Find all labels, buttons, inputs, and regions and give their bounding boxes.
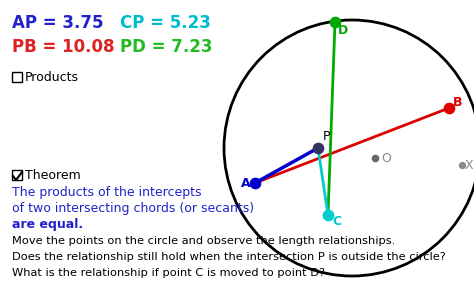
Text: What is the relationship if point C is moved to point D?: What is the relationship if point C is m… <box>12 268 325 278</box>
Text: PD = 7.23: PD = 7.23 <box>120 38 212 56</box>
Point <box>331 19 339 24</box>
Point <box>251 181 259 185</box>
Text: O: O <box>381 152 391 165</box>
Point <box>371 156 379 161</box>
Point <box>314 146 322 150</box>
Text: Does the relationship still hold when the intersection P is outside the circle?: Does the relationship still hold when th… <box>12 252 446 262</box>
Text: The products of the intercepts: The products of the intercepts <box>12 186 201 199</box>
Text: CP = 5.23: CP = 5.23 <box>120 14 211 32</box>
Text: P: P <box>323 130 330 143</box>
Text: Products: Products <box>25 71 79 84</box>
Text: PB = 10.08: PB = 10.08 <box>12 38 115 56</box>
Text: AP = 3.75: AP = 3.75 <box>12 14 103 32</box>
Text: of two intersecting chords (or secants): of two intersecting chords (or secants) <box>12 202 254 215</box>
Text: A: A <box>241 177 251 190</box>
Point <box>324 212 332 217</box>
Point <box>445 105 453 110</box>
Text: D: D <box>338 24 348 37</box>
Text: Theorem: Theorem <box>25 169 81 182</box>
Bar <box>12 170 22 180</box>
Point <box>458 163 466 168</box>
Bar <box>12 72 22 82</box>
Text: B: B <box>453 96 463 109</box>
Text: Move the points on the circle and observe the length relationships.: Move the points on the circle and observ… <box>12 236 395 246</box>
Text: X: X <box>465 159 474 172</box>
Text: C: C <box>332 215 341 228</box>
Text: are equal.: are equal. <box>12 218 83 231</box>
